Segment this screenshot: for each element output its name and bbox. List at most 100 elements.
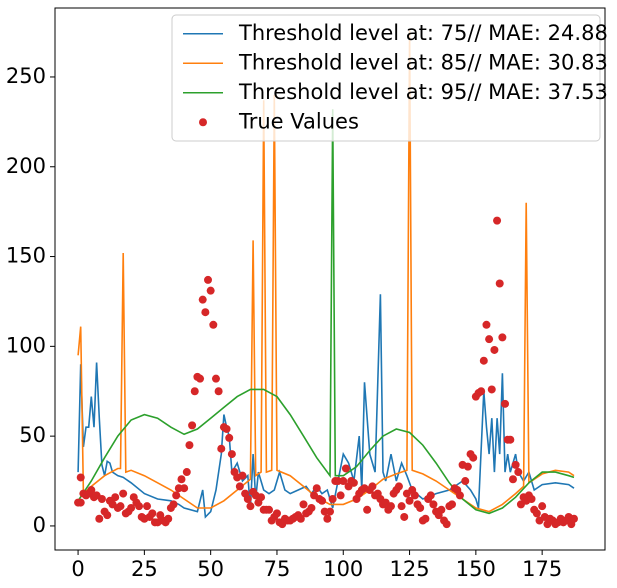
legend-label: Threshold level at: 95// MAE: 37.53 <box>238 80 608 104</box>
data-point <box>185 441 194 450</box>
x-tick-label: 25 <box>131 557 158 581</box>
data-point <box>386 502 395 511</box>
legend-box <box>171 14 601 142</box>
data-point <box>97 494 106 503</box>
data-point <box>511 460 520 469</box>
data-point <box>227 450 236 459</box>
data-point <box>214 387 223 396</box>
legend-label: Threshold level at: 85// MAE: 30.83 <box>238 50 608 74</box>
data-point <box>235 482 244 491</box>
data-point <box>394 482 403 491</box>
data-point <box>442 520 451 529</box>
axes-frame <box>54 7 606 551</box>
data-point <box>222 424 231 433</box>
data-point <box>506 435 515 444</box>
data-point <box>206 286 215 295</box>
data-point <box>490 345 499 354</box>
plot-area <box>74 30 578 529</box>
x-tick-label: 150 <box>456 557 496 581</box>
data-point <box>76 498 85 507</box>
data-point <box>495 279 504 288</box>
y-tick-label: 0 <box>33 513 46 537</box>
data-point <box>426 491 435 500</box>
data-point <box>116 502 125 511</box>
data-point <box>397 502 406 511</box>
data-point <box>349 478 358 487</box>
y-tick-label: 150 <box>6 244 46 268</box>
data-point <box>169 500 178 509</box>
data-point <box>461 477 470 486</box>
data-point <box>143 502 152 511</box>
data-point <box>485 335 494 344</box>
legend-marker <box>199 118 207 127</box>
data-point <box>487 385 496 394</box>
x-tick-label: 50 <box>197 557 224 581</box>
data-point <box>201 308 210 317</box>
data-point <box>368 482 377 491</box>
data-point <box>76 473 85 482</box>
data-point <box>323 514 332 523</box>
data-point <box>135 502 144 511</box>
data-point <box>429 500 438 509</box>
data-point <box>196 374 205 383</box>
data-point <box>172 491 181 500</box>
series-line <box>77 294 575 519</box>
data-point <box>532 509 541 518</box>
data-point <box>501 399 510 408</box>
data-point <box>182 468 191 477</box>
data-point <box>514 468 523 477</box>
data-point <box>119 489 128 498</box>
data-point <box>569 514 578 523</box>
data-point <box>363 505 372 514</box>
data-point <box>482 320 491 329</box>
data-point <box>421 514 430 523</box>
data-point <box>198 295 207 304</box>
data-point <box>312 484 321 493</box>
data-point <box>405 496 414 505</box>
data-point <box>318 496 327 505</box>
data-point <box>257 493 266 502</box>
data-point <box>95 514 104 523</box>
data-point <box>400 512 409 521</box>
legend-label: Threshold level at: 75// MAE: 24.88 <box>238 21 608 45</box>
data-point <box>508 475 517 484</box>
data-point <box>328 494 337 503</box>
data-point <box>87 486 96 495</box>
data-point <box>204 275 213 284</box>
data-point <box>339 477 348 486</box>
y-tick-label: 50 <box>19 423 46 447</box>
data-point <box>127 503 136 512</box>
data-point <box>455 491 464 500</box>
data-point <box>307 503 316 512</box>
x-tick-label: 100 <box>323 557 363 581</box>
data-point <box>111 493 120 502</box>
data-point <box>164 514 173 523</box>
data-point <box>447 500 456 509</box>
data-point <box>341 464 350 473</box>
y-tick-label: 200 <box>6 154 46 178</box>
data-point <box>296 514 305 523</box>
data-point <box>243 494 252 503</box>
data-point <box>265 505 274 514</box>
data-point <box>416 503 425 512</box>
data-point <box>437 505 446 514</box>
data-point <box>211 374 220 383</box>
data-point <box>246 502 255 511</box>
data-point <box>336 491 345 500</box>
x-tick-label: 75 <box>264 557 291 581</box>
series-line <box>77 30 575 513</box>
data-point <box>498 333 507 342</box>
data-point <box>493 216 502 225</box>
data-point <box>477 387 486 396</box>
data-point <box>217 444 226 453</box>
data-point <box>527 494 536 503</box>
legend-label: True Values <box>238 109 359 133</box>
data-point <box>272 509 281 518</box>
data-point <box>463 462 472 471</box>
data-point <box>326 507 334 516</box>
data-point <box>538 502 547 511</box>
data-point <box>479 356 488 365</box>
y-tick-label: 100 <box>6 333 46 357</box>
x-tick-label: 125 <box>390 557 430 581</box>
